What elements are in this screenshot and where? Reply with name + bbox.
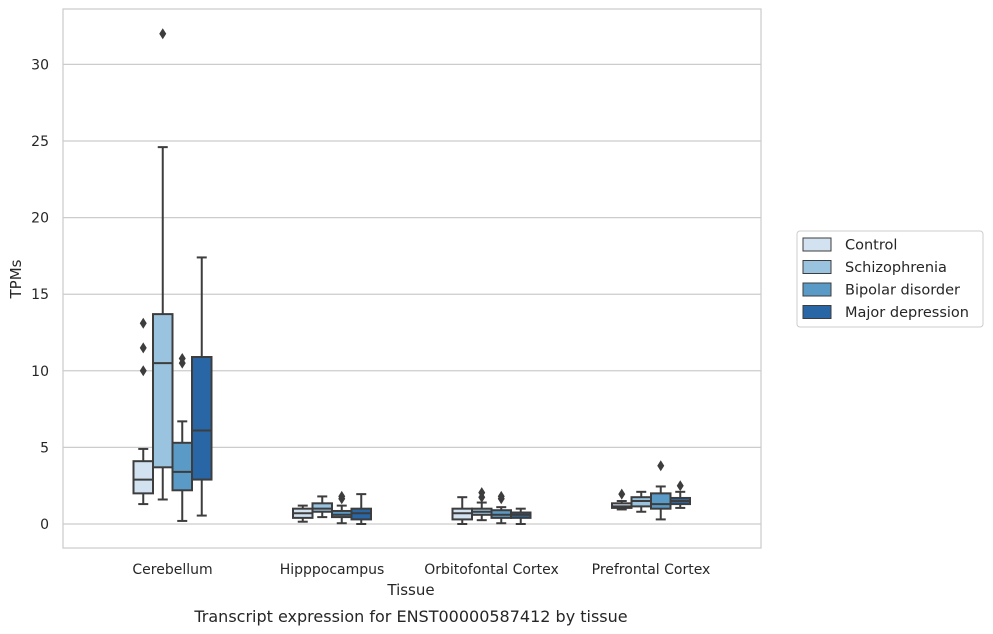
box-iqr [152,313,174,469]
outlier-point [178,353,186,365]
box-1-2 [331,490,353,525]
x-tick-label: Cerebellum [132,562,212,578]
box-iqr [650,492,672,510]
box-2-3 [510,507,532,525]
legend-frame [796,230,984,328]
box-1-3 [350,493,372,525]
legend-swatch [802,260,832,274]
x-tick-label: Hipppocampus [280,562,385,578]
outlier-point [139,317,147,329]
box-0-3 [191,256,213,517]
y-tick-labels: 0 5 10 15 20 25 30 [31,57,49,533]
y-tick-label: 0 [40,517,49,533]
box-0-1 [152,28,174,501]
x-tick-label: Prefrontal Cortex [592,562,711,578]
legend-swatch [802,237,832,252]
box-1-0 [292,504,314,523]
x-tick-label: Orbitofontal Cortex [424,562,559,578]
outlier-point [139,342,147,354]
legend-swatch [802,305,832,319]
box-iqr [171,441,193,492]
outlier-point [159,28,167,40]
outlier-point [139,365,147,377]
legend-label: Schizophrenia [845,260,947,276]
outlier-point [676,480,684,492]
y-tick-label: 30 [31,57,49,73]
plot-frame [62,8,762,549]
legend-label: Control [845,238,897,254]
y-tick-label: 25 [31,134,49,150]
outlier-point [497,490,505,502]
y-tick-label: 5 [40,440,49,456]
box-0-0 [132,317,154,506]
y-tick-label: 15 [31,287,49,303]
box-1-1 [311,495,333,519]
box-iqr [191,356,213,481]
y-tick-label: 10 [31,364,49,380]
legend-label: Bipolar disorder [845,283,960,299]
box-iqr [132,460,154,495]
box-2-2 [490,490,512,525]
outlier-point [657,460,665,472]
legend-swatch [802,282,832,297]
chart-title: Transcript expression for ENST0000058741… [193,607,627,626]
y-tick-label: 20 [31,211,49,227]
outlier-point [618,488,626,500]
outlier-point [338,490,346,502]
x-axis-label: Tissue [386,581,434,599]
box-iqr [311,502,333,513]
y-axis-label: TPMs [7,259,25,299]
box-0-2 [171,353,193,522]
legend-label: Major depression [845,305,969,321]
x-tick-labels: Cerebellum Hipppocampus Orbitofontal Corte… [132,562,710,578]
box-group [132,28,691,525]
box-3-3 [669,480,691,509]
legend: Control Schizophrenia Bipolar disorder Majo… [796,230,984,328]
outlier-point [478,487,486,499]
